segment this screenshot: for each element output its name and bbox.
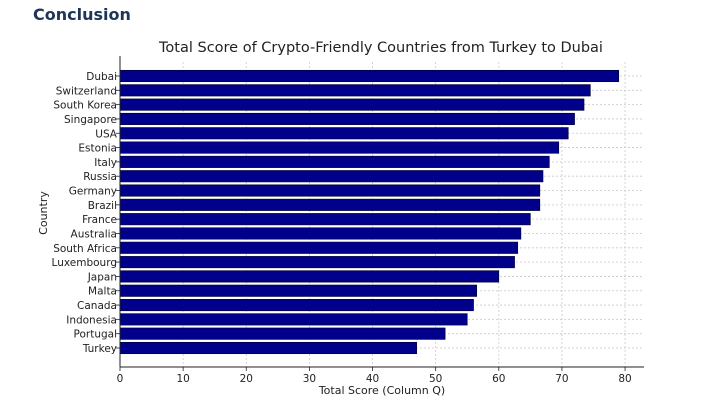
bar-south-africa xyxy=(119,241,519,254)
bar-portugal xyxy=(119,327,446,340)
x-tick-label: 70 xyxy=(555,373,568,385)
y-tick-label: Russia xyxy=(83,171,117,183)
y-tick-label: South Korea xyxy=(53,100,117,112)
bar-australia xyxy=(119,227,522,240)
y-tick-label: South Africa xyxy=(53,243,117,255)
y-tick-label: Malta xyxy=(88,286,117,298)
bar-germany xyxy=(119,184,541,197)
y-tick-label: Singapore xyxy=(64,114,117,126)
y-tick-label: Brazil xyxy=(88,200,117,212)
y-tick-label: Australia xyxy=(71,228,117,240)
bar-japan xyxy=(119,270,500,283)
y-tick-label: Luxembourg xyxy=(52,257,117,269)
bars xyxy=(119,69,620,355)
y-tick-label: Indonesia xyxy=(66,314,117,326)
bar-dubai xyxy=(119,69,620,83)
bar-indonesia xyxy=(119,313,468,326)
page-heading: Conclusion xyxy=(33,5,131,24)
y-tick-label: USA xyxy=(95,128,118,140)
bar-estonia xyxy=(119,141,560,154)
x-tick-label: 0 xyxy=(117,373,124,385)
bar-luxembourg xyxy=(119,256,515,269)
y-tick-label: Japan xyxy=(87,271,117,283)
tick-labels: 0 10 20 30 40 50 60 70 80 Dubai Switzerland South K… xyxy=(52,71,632,385)
y-axis-label: Country xyxy=(37,191,50,235)
x-tick-label: 80 xyxy=(618,373,631,385)
y-tick-label: Estonia xyxy=(78,143,117,155)
chart-title: Total Score of Crypto-Friendly Countries… xyxy=(158,40,603,56)
x-tick-label: 40 xyxy=(366,373,379,385)
y-tick-label: Italy xyxy=(94,157,117,169)
bar-south-korea xyxy=(119,98,585,111)
y-tick-label: Portugal xyxy=(74,329,118,341)
x-tick-label: 30 xyxy=(303,373,316,385)
bar-turkey xyxy=(119,341,418,355)
x-tick-label: 10 xyxy=(176,373,189,385)
bar-canada xyxy=(119,299,474,312)
x-tick-label: 50 xyxy=(429,373,442,385)
bar-switzerland xyxy=(119,84,591,97)
x-tick-label: 20 xyxy=(240,373,253,385)
y-tick-label: France xyxy=(82,214,117,226)
bar-france xyxy=(119,213,531,226)
bar-brazil xyxy=(119,198,541,211)
bar-italy xyxy=(119,155,550,168)
bar-usa xyxy=(119,127,569,140)
bar-russia xyxy=(119,170,544,183)
y-tick-label: Germany xyxy=(69,186,117,198)
x-axis-label: Total Score (Column Q) xyxy=(318,384,445,397)
axes xyxy=(116,56,644,371)
y-tick-label: Dubai xyxy=(86,71,117,83)
x-tick-label: 60 xyxy=(492,373,505,385)
y-tick-label: Switzerland xyxy=(56,85,117,97)
y-tick-label: Turkey xyxy=(82,343,117,355)
y-tick-label: Canada xyxy=(77,300,117,312)
bar-singapore xyxy=(119,112,575,125)
bar-malta xyxy=(119,284,477,297)
